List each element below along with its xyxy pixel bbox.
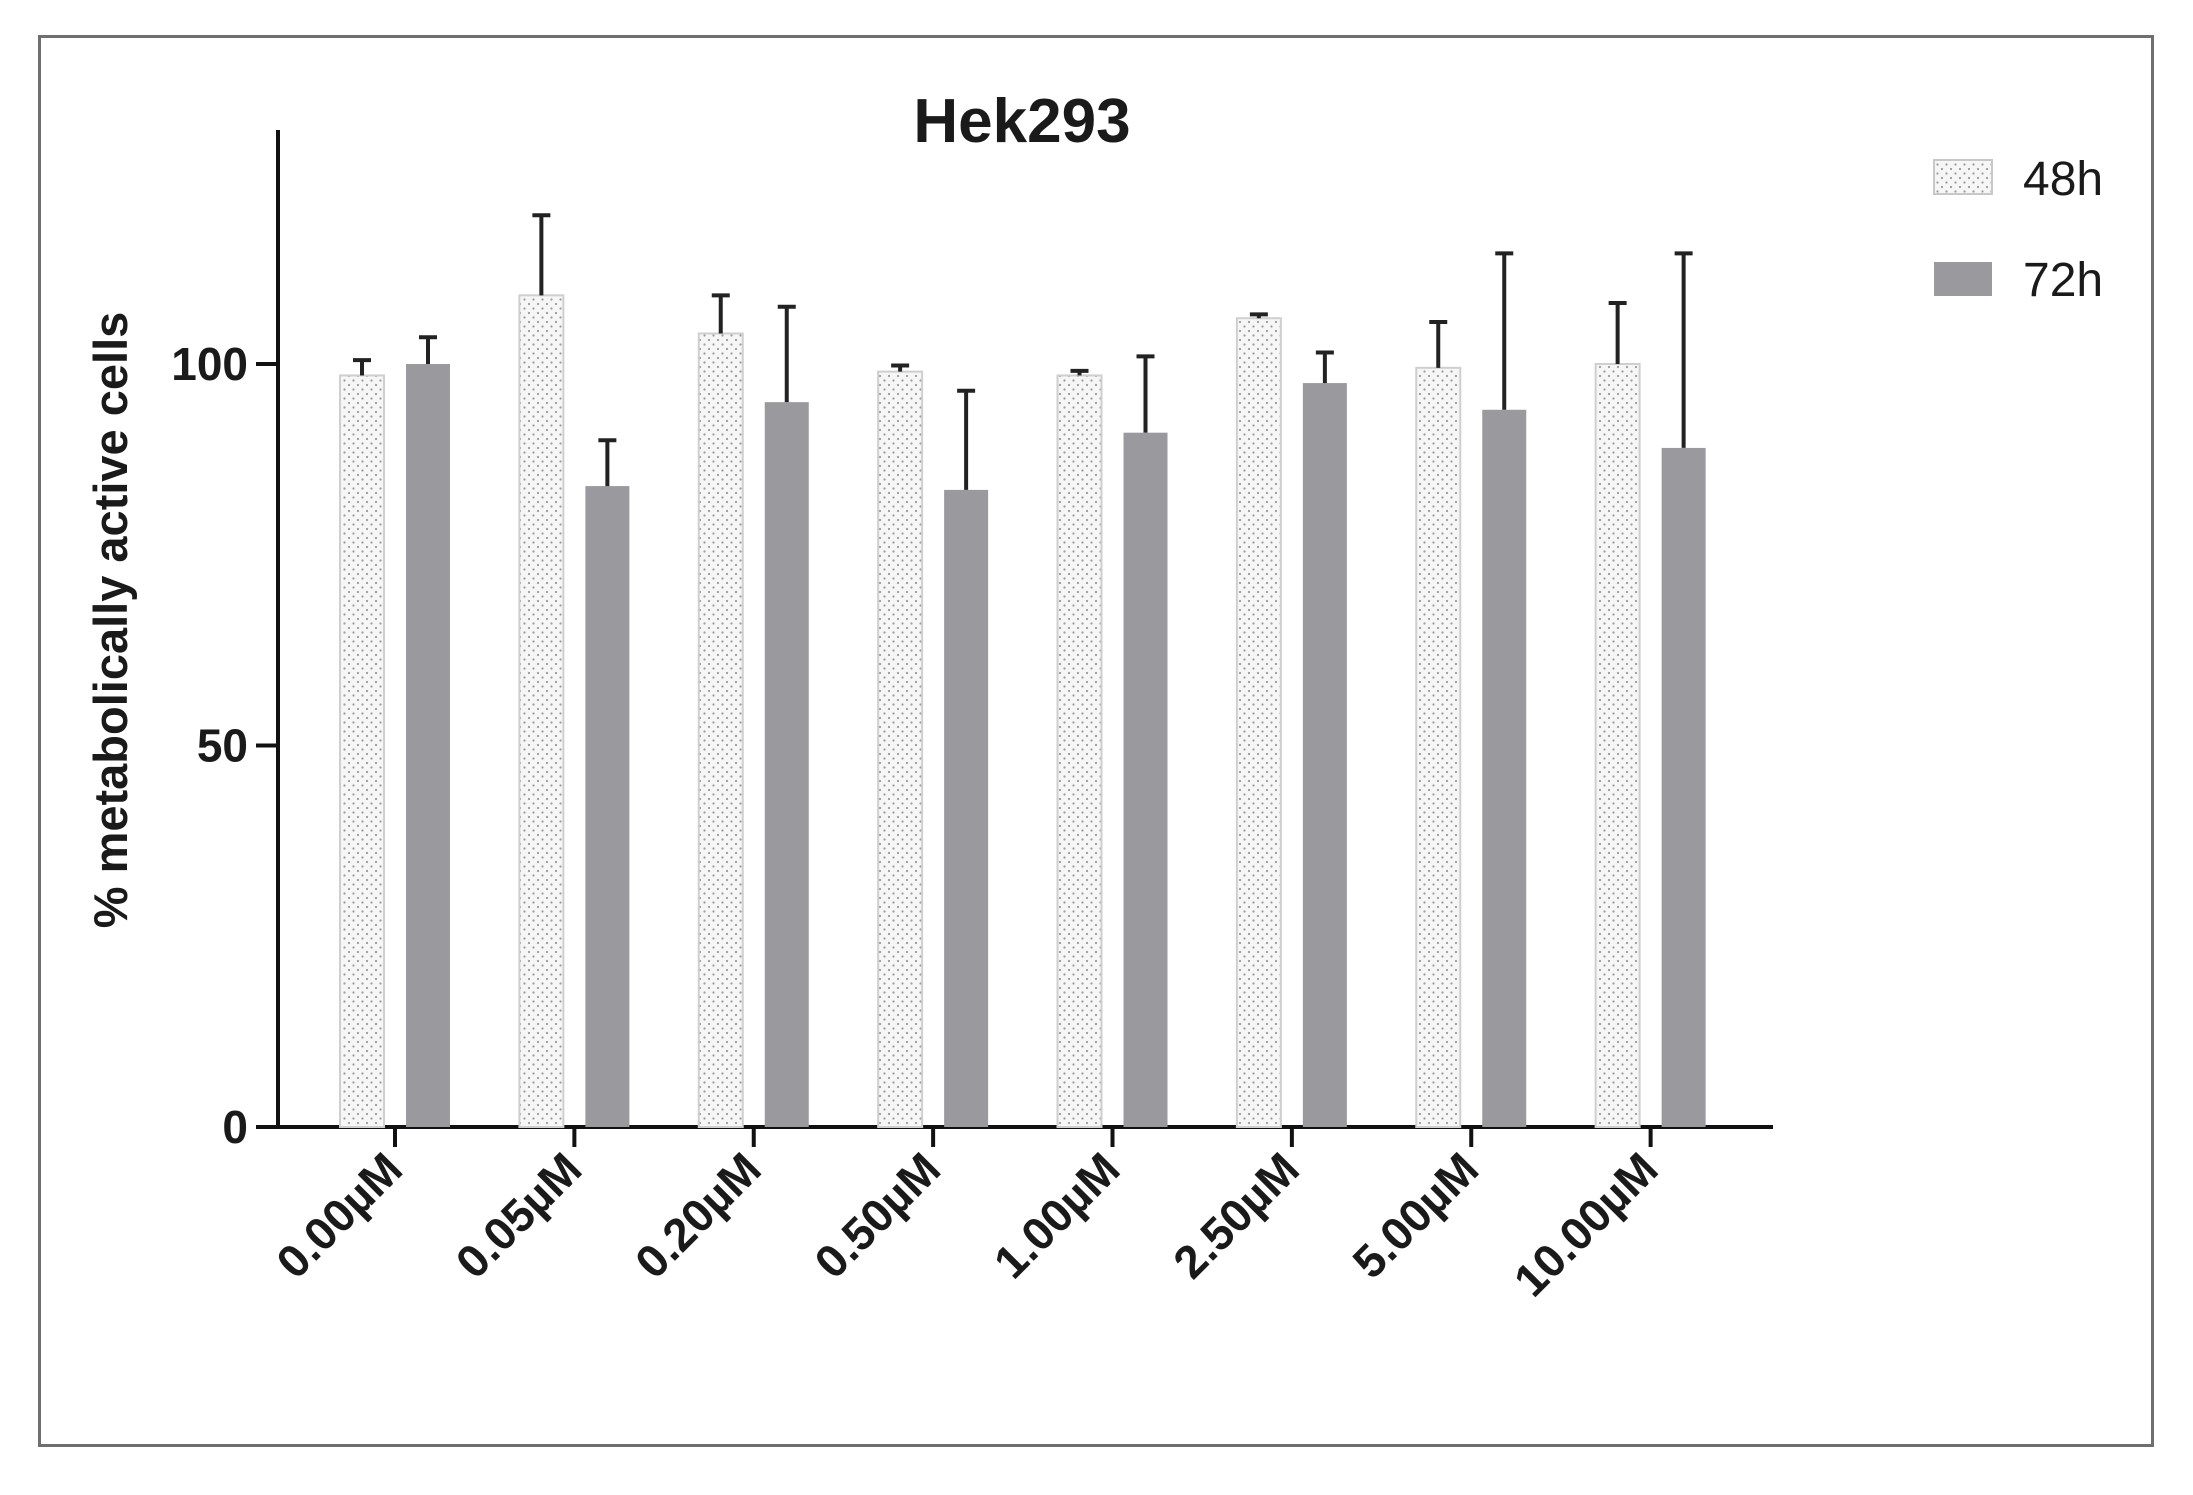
x-axis xyxy=(276,1125,1773,1147)
legend-swatch-48h xyxy=(1933,159,1993,195)
bar-72h xyxy=(944,489,989,1127)
x-tick-label: 0.05µM xyxy=(446,1142,592,1288)
bar-48h xyxy=(877,370,924,1128)
chart-title: Hek293 xyxy=(913,87,1130,156)
bar-72h xyxy=(1661,447,1706,1127)
bars-group xyxy=(339,213,1706,1129)
bar-48h xyxy=(1235,317,1282,1129)
bar-48h xyxy=(1415,366,1462,1128)
x-tick-label: 0.00µM xyxy=(266,1142,412,1288)
y-tick-label: 0 xyxy=(222,1101,248,1153)
y-axis-label: % metabolically active cells xyxy=(84,312,137,929)
bar-48h xyxy=(1594,363,1641,1128)
y-tick-label: 100 xyxy=(171,338,248,390)
legend-label-72h: 72h xyxy=(2023,254,2103,307)
x-tick-label: 10.00µM xyxy=(1504,1142,1668,1306)
legend: 48h 72h xyxy=(1933,153,2103,307)
bar-48h xyxy=(1056,374,1103,1128)
bar-48h xyxy=(697,332,744,1129)
bar-72h xyxy=(1482,409,1527,1127)
x-tick-label: 5.00µM xyxy=(1342,1142,1488,1288)
legend-label-48h: 48h xyxy=(2023,153,2103,206)
bar-72h xyxy=(1123,432,1168,1127)
bar-72h xyxy=(585,486,630,1128)
x-tick-label: 1.00µM xyxy=(984,1142,1130,1288)
y-axis: 0 50 100 xyxy=(171,130,280,1153)
category-labels: 0.00µM 0.05µM 0.20µM 0.50µM 1.00µM 2.50µM 5.00… xyxy=(266,1142,1668,1306)
x-tick-label: 2.50µM xyxy=(1163,1142,1309,1288)
bar-72h xyxy=(764,402,809,1127)
bar-48h xyxy=(339,374,385,1128)
bar-72h xyxy=(1302,383,1347,1127)
legend-swatch-72h xyxy=(1934,262,1992,296)
bar-48h xyxy=(518,294,565,1128)
x-tick-label: 0.50µM xyxy=(804,1142,950,1288)
x-tick-label: 0.20µM xyxy=(625,1142,771,1288)
y-tick-label: 50 xyxy=(197,720,248,772)
bar-72h xyxy=(406,364,450,1127)
